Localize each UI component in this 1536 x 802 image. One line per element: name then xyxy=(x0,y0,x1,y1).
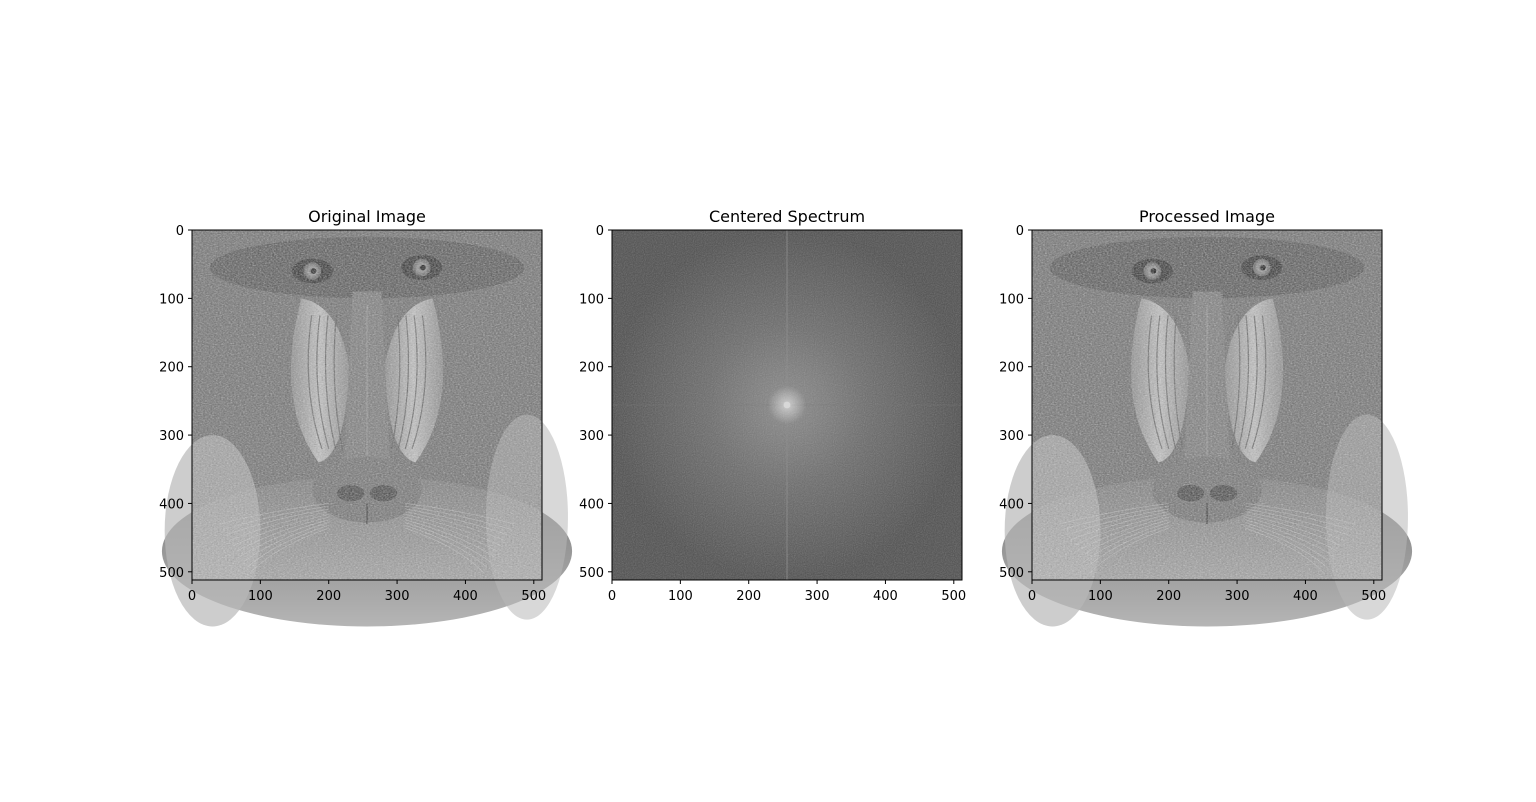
panel-2: Centered Spectrum 0 100 200 300 400 500 0 100 200… xyxy=(579,207,966,604)
panel-title: Original Image xyxy=(308,207,426,226)
image-area xyxy=(612,230,962,580)
y-tick-label: 200 xyxy=(159,361,184,376)
x-tick-label: 0 xyxy=(1028,589,1036,604)
y-tick-label: 300 xyxy=(999,429,1024,444)
x-tick-label: 500 xyxy=(941,589,966,604)
x-tick-label: 100 xyxy=(248,589,273,604)
x-tick-label: 200 xyxy=(316,589,341,604)
x-tick-label: 0 xyxy=(188,589,196,604)
panel-3: Processed Image 0 100 200 300 400 500 0 100 200 30… xyxy=(999,207,1413,627)
x-tick-label: 0 xyxy=(608,589,616,604)
y-tick-label: 400 xyxy=(579,497,604,512)
y-tick-label: 200 xyxy=(579,361,604,376)
x-tick-label: 200 xyxy=(736,589,761,604)
image-area xyxy=(1001,230,1413,627)
x-tick-label: 300 xyxy=(1225,589,1250,604)
x-tick-label: 500 xyxy=(1361,589,1386,604)
panel-title: Centered Spectrum xyxy=(709,207,865,226)
y-tick-label: 200 xyxy=(999,361,1024,376)
y-tick-label: 400 xyxy=(159,497,184,512)
x-tick-label: 400 xyxy=(453,589,478,604)
y-tick-label: 300 xyxy=(159,429,184,444)
image-area xyxy=(161,230,573,627)
x-tick-label: 400 xyxy=(873,589,898,604)
y-tick-label: 400 xyxy=(999,497,1024,512)
y-tick-label: 100 xyxy=(159,292,184,307)
y-tick-label: 100 xyxy=(999,292,1024,307)
y-tick-label: 300 xyxy=(579,429,604,444)
x-tick-label: 300 xyxy=(385,589,410,604)
x-tick-label: 200 xyxy=(1156,589,1181,604)
axes-frame xyxy=(191,229,543,581)
panel-title: Processed Image xyxy=(1139,207,1275,226)
axes-frame xyxy=(611,229,963,581)
x-tick-label: 400 xyxy=(1293,589,1318,604)
x-tick-label: 300 xyxy=(805,589,830,604)
y-tick-label: 0 xyxy=(596,224,604,239)
y-tick-label: 500 xyxy=(159,566,184,581)
x-tick-label: 500 xyxy=(521,589,546,604)
y-tick-label: 500 xyxy=(579,566,604,581)
y-tick-label: 0 xyxy=(176,224,184,239)
x-tick-label: 100 xyxy=(1088,589,1113,604)
panel-1: Original Image 0 100 200 300 400 500 0 100 200 300… xyxy=(159,207,573,627)
axes-frame xyxy=(1031,229,1383,581)
x-tick-label: 100 xyxy=(668,589,693,604)
y-tick-label: 0 xyxy=(1016,224,1024,239)
y-tick-label: 100 xyxy=(579,292,604,307)
y-tick-label: 500 xyxy=(999,566,1024,581)
